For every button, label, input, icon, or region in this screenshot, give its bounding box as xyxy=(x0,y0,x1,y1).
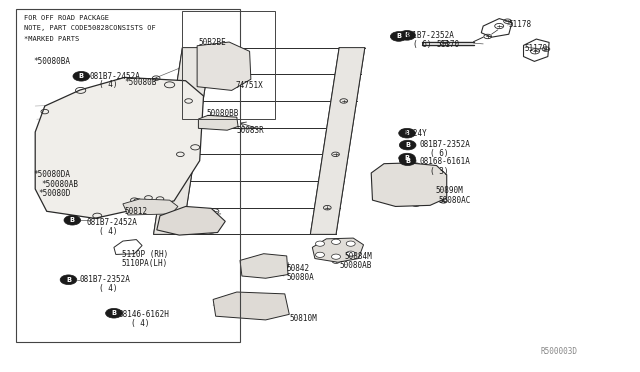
Text: 081B7-2452A: 081B7-2452A xyxy=(86,218,137,227)
Polygon shape xyxy=(212,46,236,70)
Text: 081B7-2352A: 081B7-2352A xyxy=(80,275,131,284)
Text: 50080AC: 50080AC xyxy=(438,196,471,205)
Text: *50080B: *50080B xyxy=(125,78,157,87)
Text: B: B xyxy=(405,142,410,148)
Text: 74751X: 74751X xyxy=(236,81,263,90)
Text: B: B xyxy=(396,33,401,39)
Polygon shape xyxy=(240,254,288,278)
Circle shape xyxy=(399,153,415,163)
Polygon shape xyxy=(371,163,447,206)
Circle shape xyxy=(60,275,77,285)
Circle shape xyxy=(346,241,355,246)
Text: B: B xyxy=(404,32,410,38)
Text: FOR OFF ROAD PACKAGE: FOR OFF ROAD PACKAGE xyxy=(24,15,109,21)
Text: 51170: 51170 xyxy=(436,40,460,49)
Text: B: B xyxy=(79,73,84,79)
Text: B: B xyxy=(111,310,116,316)
Circle shape xyxy=(346,251,355,256)
Text: 5110PA(LH): 5110PA(LH) xyxy=(122,259,168,268)
Text: *MARKED PARTS: *MARKED PARTS xyxy=(24,36,79,42)
Text: 50B2BE: 50B2BE xyxy=(198,38,226,47)
Text: ( 6): ( 6) xyxy=(430,149,449,158)
Text: *50080D: *50080D xyxy=(38,189,71,198)
Polygon shape xyxy=(157,206,225,235)
Circle shape xyxy=(390,32,407,41)
Circle shape xyxy=(106,308,122,318)
Circle shape xyxy=(332,254,340,259)
Text: 50810M: 50810M xyxy=(290,314,317,323)
Polygon shape xyxy=(312,238,364,262)
Text: 50080A: 50080A xyxy=(286,273,314,282)
Text: *50080AB: *50080AB xyxy=(42,180,79,189)
Text: 50083R: 50083R xyxy=(237,126,264,135)
Circle shape xyxy=(399,140,416,150)
Text: ( 3): ( 3) xyxy=(430,167,449,176)
Text: 08168-6161A: 08168-6161A xyxy=(419,157,470,166)
Text: 51178: 51178 xyxy=(509,20,532,29)
Text: B: B xyxy=(70,217,75,223)
Circle shape xyxy=(399,31,415,40)
Circle shape xyxy=(316,252,324,257)
Polygon shape xyxy=(123,199,178,215)
Text: *50080BA: *50080BA xyxy=(33,57,70,66)
Circle shape xyxy=(332,239,340,244)
Text: B: B xyxy=(404,155,410,161)
Text: 50884M: 50884M xyxy=(344,252,372,261)
Polygon shape xyxy=(197,42,251,90)
Text: ( 4): ( 4) xyxy=(99,284,118,293)
Text: ( 6): ( 6) xyxy=(413,40,431,49)
Text: ( 4): ( 4) xyxy=(99,227,118,236)
Circle shape xyxy=(316,241,324,246)
Text: 081B7-2452A: 081B7-2452A xyxy=(90,72,140,81)
Text: B: B xyxy=(405,158,410,164)
Polygon shape xyxy=(198,115,238,130)
Circle shape xyxy=(64,215,81,225)
Text: ( 4): ( 4) xyxy=(99,80,118,89)
Text: *50080DA: *50080DA xyxy=(33,170,70,179)
Circle shape xyxy=(73,71,90,81)
Text: NOTE, PART CODE50828CONSISTS OF: NOTE, PART CODE50828CONSISTS OF xyxy=(24,25,156,31)
Text: 50812: 50812 xyxy=(125,207,148,216)
Text: R500003D: R500003D xyxy=(541,347,578,356)
Text: 081B7-2352A: 081B7-2352A xyxy=(403,31,454,40)
Text: 50890M: 50890M xyxy=(435,186,463,195)
Text: 5110P (RH): 5110P (RH) xyxy=(122,250,168,259)
Text: B: B xyxy=(66,277,71,283)
Text: B: B xyxy=(404,130,410,136)
Text: ( 4): ( 4) xyxy=(131,319,150,328)
Text: 51179: 51179 xyxy=(525,44,548,53)
Polygon shape xyxy=(310,48,365,234)
Text: 50080BB: 50080BB xyxy=(206,109,239,118)
Bar xyxy=(16,9,240,342)
Polygon shape xyxy=(154,48,211,234)
Bar xyxy=(182,11,275,119)
Polygon shape xyxy=(213,292,289,320)
Circle shape xyxy=(399,128,415,138)
Text: 50842: 50842 xyxy=(286,264,309,273)
Circle shape xyxy=(399,156,416,166)
Polygon shape xyxy=(35,77,204,218)
Text: 08146-6162H: 08146-6162H xyxy=(118,310,169,319)
Text: 64B24Y: 64B24Y xyxy=(400,129,428,138)
Text: 081B7-2352A: 081B7-2352A xyxy=(419,140,470,149)
Text: 50080AB: 50080AB xyxy=(339,262,372,270)
